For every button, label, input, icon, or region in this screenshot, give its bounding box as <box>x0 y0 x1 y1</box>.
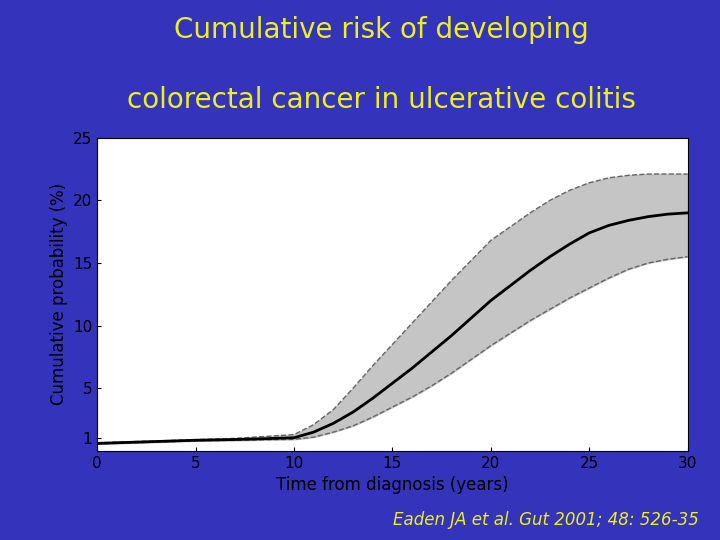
Text: colorectal cancer in ulcerative colitis: colorectal cancer in ulcerative colitis <box>127 86 636 114</box>
X-axis label: Time from diagnosis (years): Time from diagnosis (years) <box>276 476 509 494</box>
Y-axis label: Cumulative probability (%): Cumulative probability (%) <box>50 183 68 406</box>
Text: Cumulative risk of developing: Cumulative risk of developing <box>174 16 589 44</box>
Text: Eaden JA et al. Gut 2001; 48: 526-35: Eaden JA et al. Gut 2001; 48: 526-35 <box>392 511 698 529</box>
